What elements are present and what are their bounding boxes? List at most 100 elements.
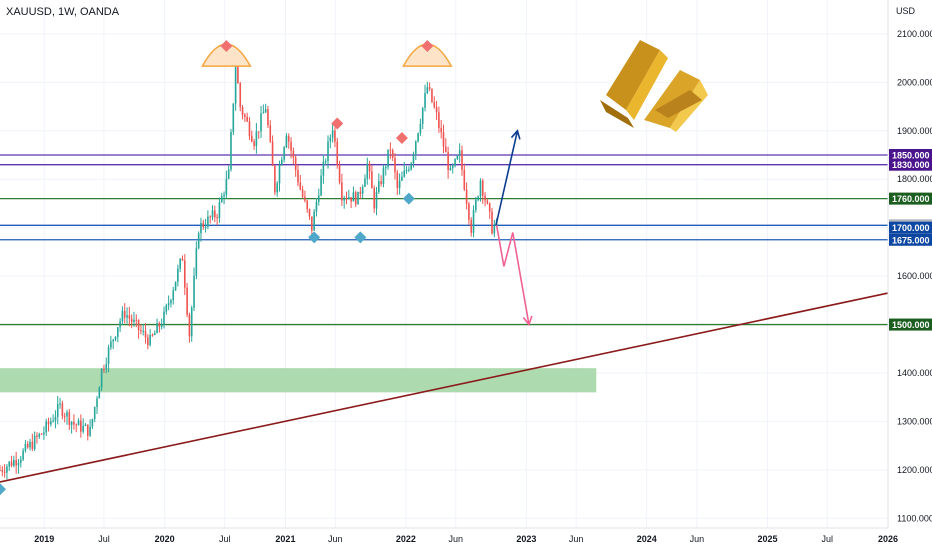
level-label: 1675.000 [892, 235, 930, 245]
level-label: 1830.000 [892, 160, 930, 170]
x-tick-label: 2024 [637, 534, 657, 544]
candle-body [320, 175, 322, 196]
candle-body [306, 200, 309, 210]
candle-body [458, 150, 461, 156]
candle-body [327, 141, 329, 162]
candle-body [366, 163, 369, 179]
candle-body [248, 121, 251, 136]
candle-body [10, 461, 13, 466]
candle-body [493, 225, 496, 234]
candle-body [36, 435, 38, 437]
candle-body [451, 165, 454, 168]
x-tick-label: 2023 [516, 534, 536, 544]
candle-body [195, 248, 198, 276]
candle-body [26, 443, 29, 448]
candle-body [317, 195, 320, 202]
diamond-marker [402, 192, 415, 205]
candle-body [3, 471, 6, 473]
candle-body [338, 165, 341, 183]
gold-bars-image [600, 40, 708, 132]
candle-body [334, 130, 336, 142]
candle-body [183, 260, 186, 288]
level-label-bg [889, 192, 932, 205]
candle-body [371, 171, 373, 189]
candle-body [290, 141, 292, 151]
level-label-bg [889, 221, 932, 234]
candle-body [170, 300, 172, 304]
candle-body [110, 341, 112, 348]
candle-body [29, 441, 31, 448]
candle-body [281, 159, 283, 166]
y-tick-label: 1800.000 [897, 174, 932, 184]
candle-body [89, 426, 91, 436]
candle-body [56, 404, 59, 417]
candle-body [417, 133, 419, 142]
candle-body [54, 416, 57, 421]
candle-body [163, 311, 165, 325]
x-tick-label: 2025 [758, 534, 778, 544]
candle-body [426, 87, 429, 93]
candle-body [463, 169, 466, 190]
candle-body [93, 407, 96, 420]
x-tick-label: 2019 [34, 534, 54, 544]
candle-body [160, 324, 163, 327]
candle-body [8, 461, 11, 467]
candle-body [382, 167, 385, 184]
candle-body [313, 211, 315, 231]
diamond-marker [0, 483, 6, 496]
diamond-marker [220, 40, 233, 53]
candle-body [424, 92, 426, 108]
candle-body [347, 197, 350, 199]
candle-body [308, 209, 311, 217]
candle-body [456, 155, 459, 160]
candle-body [435, 107, 438, 113]
candle-body [470, 219, 473, 233]
arrow-head [510, 129, 521, 140]
candle-body [278, 165, 281, 184]
candle-body [68, 412, 71, 425]
x-tick-label: Jun [690, 534, 705, 544]
candle-body [230, 131, 232, 170]
candle-body [431, 88, 433, 102]
candle-body [50, 421, 52, 425]
candle-body [181, 258, 184, 261]
candle-body [269, 125, 272, 142]
candle-body [378, 181, 380, 192]
candle-body [190, 307, 193, 337]
y-tick-label: 1600.000 [897, 271, 932, 281]
candle-body [98, 387, 101, 399]
candle-body [123, 310, 126, 318]
candle-body [484, 195, 486, 201]
candle-body [121, 310, 124, 322]
candle-body [396, 172, 399, 189]
candle-body [24, 443, 27, 451]
candle-body [202, 222, 205, 228]
candle-body [241, 107, 244, 115]
markers-layer [0, 40, 434, 496]
candle-body [486, 200, 489, 204]
level-label: 1500.000 [892, 320, 930, 330]
candle-body [322, 161, 325, 176]
candle-body [188, 314, 191, 337]
x-tick-label: 2020 [155, 534, 175, 544]
candle-body [142, 330, 145, 332]
projection-arrow [495, 225, 530, 325]
candle-body [17, 462, 20, 466]
candle-body [253, 141, 255, 147]
candle-body [260, 113, 262, 132]
candle-body [167, 303, 170, 306]
candle-body [84, 424, 87, 426]
candle-body [408, 169, 410, 171]
candle-body [119, 321, 121, 328]
candle-body [172, 290, 175, 301]
level-label: 1760.000 [892, 194, 930, 204]
candle-body [223, 194, 225, 197]
candle-body [204, 226, 207, 228]
candle-body [491, 211, 493, 234]
candle-body [31, 441, 34, 449]
candle-body [128, 315, 131, 319]
candle-body [140, 330, 142, 332]
candle-body [447, 152, 449, 171]
